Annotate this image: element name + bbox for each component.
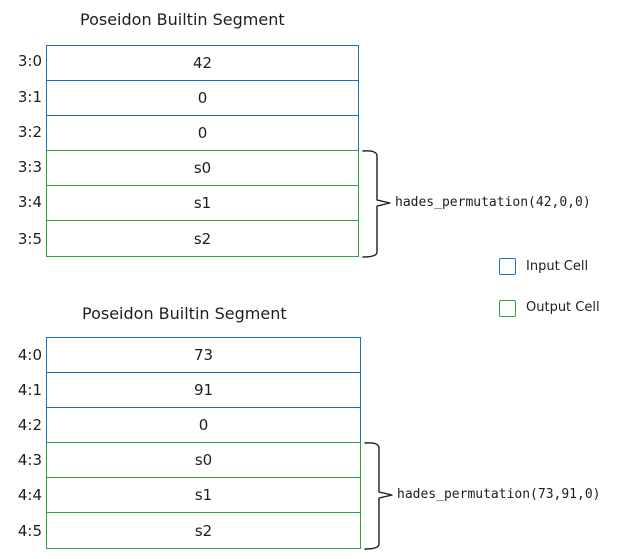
segment-2-cell: s2	[46, 512, 361, 549]
input-cell-legend-label: Input Cell	[526, 259, 589, 274]
segment-2-cell: 91	[46, 372, 361, 408]
segment-2-cell: s0	[46, 442, 361, 478]
segment-1-row-label: 3:2	[17, 123, 42, 141]
segment-2-bracket	[364, 442, 393, 550]
segment-1-cell: 0	[46, 115, 359, 151]
segment-2-cell: 73	[46, 337, 361, 373]
segment-1-cell: 0	[46, 80, 359, 116]
segment-1-row-label: 3:1	[17, 88, 42, 106]
segment-2-row-label: 4:5	[17, 522, 42, 540]
output-cell-legend-swatch	[499, 300, 516, 317]
segment-1-row-label: 3:5	[17, 230, 42, 248]
segment-2-call-label: hades_permutation(73,91,0)	[397, 487, 601, 502]
input-cell-legend-swatch	[499, 258, 516, 275]
segment-2-row-label: 4:4	[17, 486, 42, 504]
segment-1-title: Poseidon Builtin Segment	[80, 10, 285, 29]
segment-2-cell: 0	[46, 407, 361, 443]
segment-1-row-label: 3:4	[17, 193, 42, 211]
segment-1-cell: 42	[46, 45, 359, 81]
output-cell-legend-label: Output Cell	[526, 300, 600, 315]
segment-1-cell: s0	[46, 150, 359, 186]
segment-1-row-label: 3:0	[17, 52, 42, 70]
segment-1-cell: s1	[46, 185, 359, 221]
segment-2-row-label: 4:3	[17, 451, 42, 469]
segment-1-call-label: hades_permutation(42,0,0)	[395, 195, 591, 210]
segment-1-row-label: 3:3	[17, 158, 42, 176]
segment-2-row-label: 4:2	[17, 416, 42, 434]
segment-2-row-label: 4:1	[17, 381, 42, 399]
segment-2-row-label: 4:0	[17, 346, 42, 364]
segment-2-title: Poseidon Builtin Segment	[82, 304, 287, 323]
segment-1-bracket	[362, 150, 391, 258]
segment-2-cell: s1	[46, 477, 361, 513]
segment-1-cell: s2	[46, 220, 359, 257]
